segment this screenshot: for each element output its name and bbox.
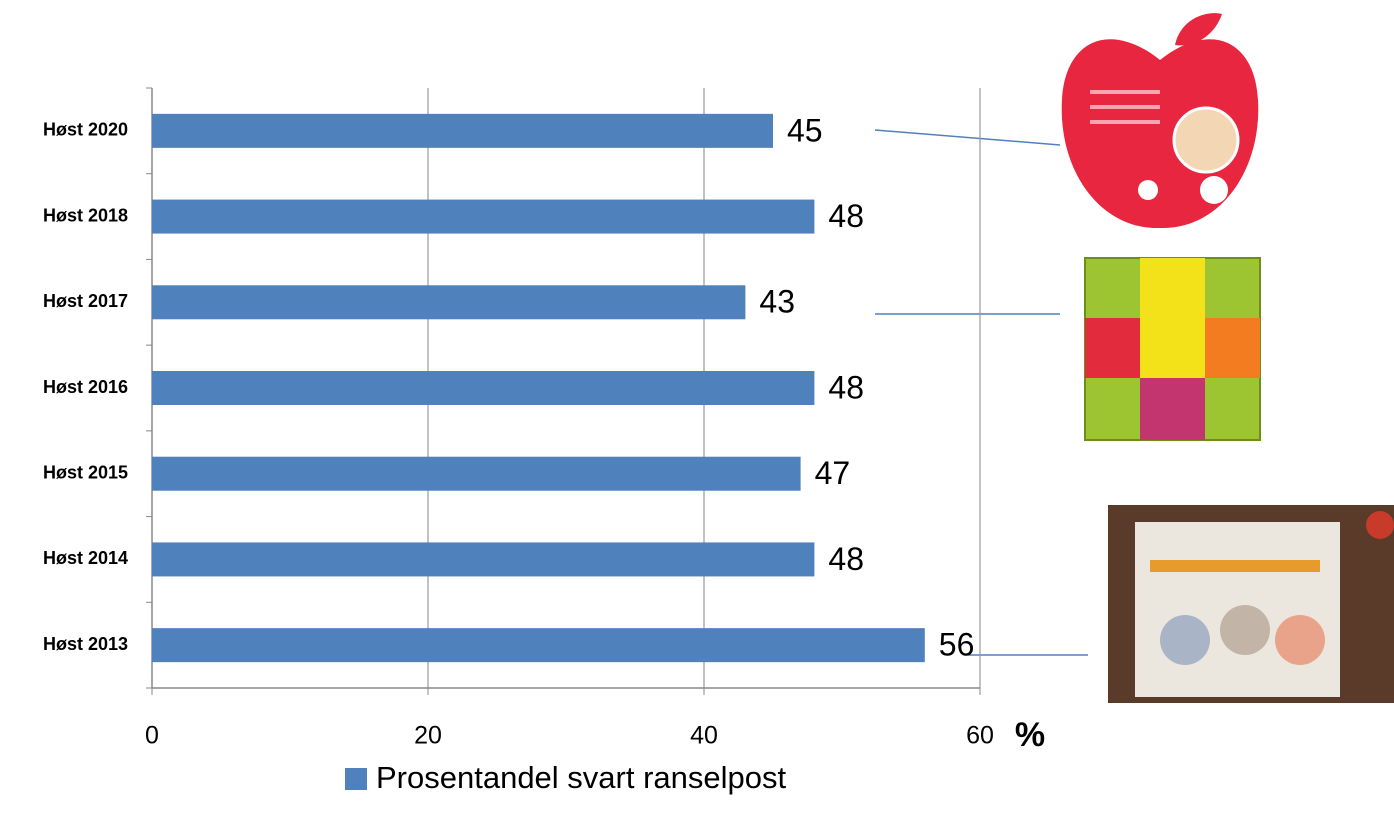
data-label: 48	[828, 369, 864, 405]
y-tick-label: Høst 2013	[43, 634, 128, 654]
bar	[152, 628, 925, 662]
x-tick-label: 0	[145, 722, 159, 750]
data-label: 48	[828, 541, 864, 577]
legend-label: Prosentandel svart ranselpost	[376, 760, 787, 795]
bar	[152, 285, 745, 319]
y-tick-label: Høst 2015	[43, 462, 128, 482]
y-tick-label: Høst 2020	[43, 120, 128, 140]
x-axis-label: %	[1015, 716, 1045, 754]
bar	[152, 114, 773, 148]
y-tick-label: Høst 2016	[43, 377, 128, 397]
bar	[152, 542, 814, 576]
connector	[875, 130, 1060, 145]
bar	[152, 457, 801, 491]
y-tick-label: Høst 2017	[43, 291, 128, 311]
x-tick-label: 20	[414, 722, 442, 750]
data-label: 45	[787, 112, 823, 148]
apple-leaflet	[1062, 13, 1259, 228]
data-label: 56	[939, 627, 975, 663]
data-label: 47	[815, 455, 851, 491]
x-tick-label: 60	[966, 722, 994, 750]
chart: % Prosentandel svart ranselpost 0 20 40 60 H…	[0, 0, 1394, 825]
brochure-photo	[1108, 505, 1394, 703]
data-label: 48	[828, 198, 864, 234]
y-tick-label: Høst 2018	[43, 205, 128, 225]
x-tick-label: 40	[690, 722, 718, 750]
bar	[152, 200, 814, 234]
y-tick-label: Høst 2014	[43, 548, 128, 568]
legend-swatch	[345, 768, 367, 790]
data-label: 43	[759, 284, 795, 320]
kiwi-leaflet	[1085, 258, 1260, 440]
bar	[152, 371, 814, 405]
